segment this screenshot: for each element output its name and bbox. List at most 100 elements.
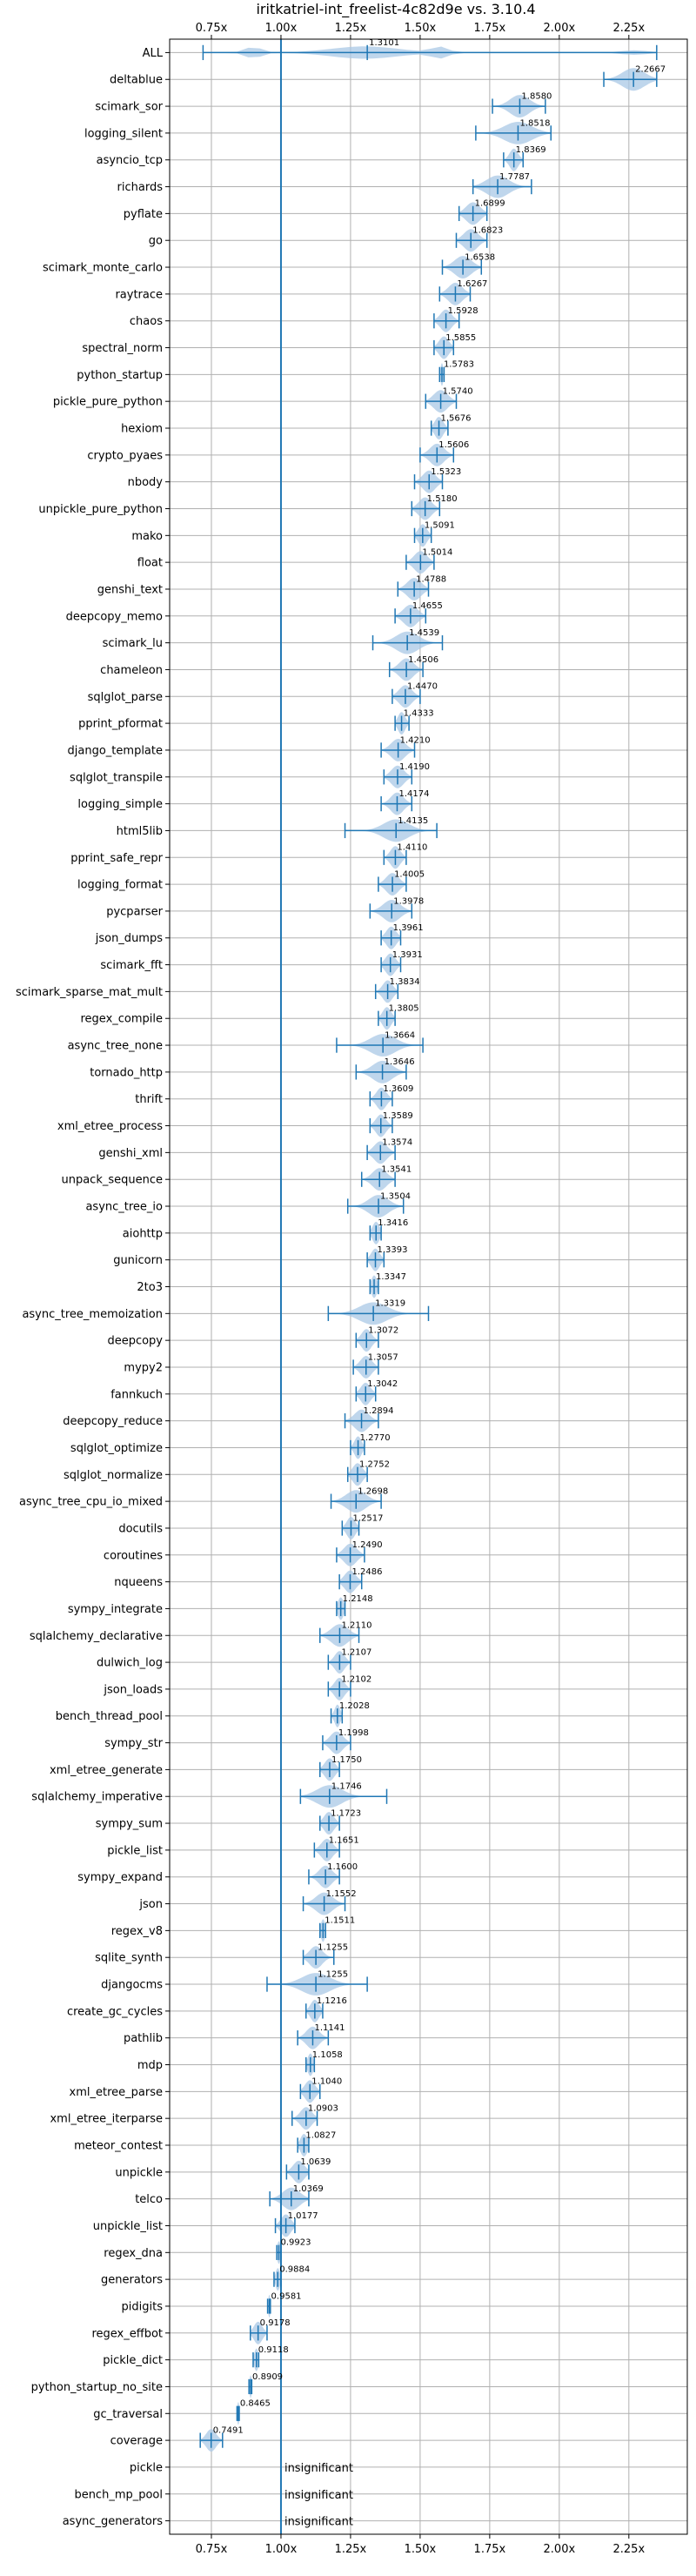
value-label: 1.2698 [358, 1486, 388, 1496]
value-label: 0.9178 [260, 2318, 291, 2328]
benchmark-label: scimark_monte_carlo [43, 262, 163, 275]
value-label: 1.2148 [343, 1594, 373, 1604]
value-label: 1.1511 [325, 1916, 355, 1926]
benchmark-label: telco [135, 2193, 163, 2206]
value-label: 1.3664 [385, 1030, 415, 1040]
benchmark-label: mypy2 [124, 1361, 163, 1374]
value-label: 1.1040 [311, 2077, 342, 2087]
benchmark-label: json_loads [103, 1683, 163, 1696]
benchmark-label: float [137, 557, 163, 570]
benchmark-label: nbody [128, 476, 164, 489]
value-label: 1.3609 [383, 1084, 413, 1094]
violin-layer [200, 46, 657, 2452]
benchmark-label: spectral_norm [82, 342, 163, 355]
benchmark-label: pathlib [124, 2032, 163, 2045]
benchmark-label: gc_traversal [93, 2408, 163, 2421]
insignificant-label: insignificant [284, 2489, 353, 2502]
benchmark-label: async_tree_io [85, 1201, 163, 1214]
benchmark-label: create_gc_cycles [67, 2005, 163, 2018]
value-label: 1.6538 [465, 252, 495, 262]
benchmark-label: go [149, 235, 163, 248]
benchmark-label: richards [117, 181, 164, 194]
benchmark-label: pprint_pformat [78, 718, 163, 731]
value-label: 1.2517 [352, 1513, 383, 1523]
value-label: 1.1750 [331, 1755, 362, 1765]
benchmark-label: sympy_str [104, 1737, 163, 1750]
value-label: 1.3961 [393, 923, 424, 933]
value-label: 1.3072 [368, 1326, 398, 1336]
benchmark-label: deepcopy_memo [66, 610, 163, 623]
value-label: 0.9581 [271, 2291, 302, 2301]
x-tick-label-top: 1.50x [405, 22, 437, 35]
value-label: 1.3347 [376, 1272, 406, 1282]
benchmark-label: aiohttp [123, 1227, 163, 1240]
value-label: 1.1216 [317, 1996, 347, 2006]
chart-title: iritkatriel-int_freelist-4c82d9e vs. 3.1… [256, 1, 535, 18]
benchmark-label: pickle_list [107, 1844, 163, 1857]
benchmark-label: async_tree_none [68, 1040, 163, 1053]
benchmark-label: sqlalchemy_declarative [30, 1630, 163, 1643]
value-label: 1.4788 [416, 574, 446, 584]
value-label: 1.3978 [393, 896, 424, 906]
benchmark-label: xml_etree_process [57, 1120, 163, 1133]
benchmark-label: tornado_http [90, 1066, 163, 1079]
x-tick-label-bottom: 2.25x [613, 2543, 646, 2556]
benchmark-label: regex_dna [104, 2247, 163, 2260]
benchmark-label: ALL [143, 47, 164, 60]
benchmark-label: mako [131, 530, 163, 543]
benchmark-label: sqlglot_parse [88, 691, 163, 704]
benchmark-label: pyflate [124, 208, 163, 221]
benchmark-label: crypto_pyaes [87, 449, 163, 462]
value-label: 1.5676 [441, 413, 472, 423]
value-label: 1.8369 [516, 145, 546, 155]
benchmark-label: 2to3 [137, 1281, 163, 1294]
x-tick-label-top: 1.25x [335, 22, 367, 35]
benchmark-label: regex_compile [80, 1013, 163, 1026]
benchmark-label: pprint_safe_repr [70, 852, 163, 865]
value-label: 1.4333 [404, 708, 434, 718]
value-label: 1.3646 [385, 1057, 415, 1067]
benchmark-label: bench_thread_pool [56, 1710, 163, 1723]
value-label: 1.2490 [352, 1540, 383, 1550]
value-label: 1.3504 [380, 1191, 411, 1201]
value-label: 1.0827 [305, 2130, 336, 2140]
value-label: 1.3416 [378, 1218, 408, 1228]
value-label: 1.2894 [364, 1406, 394, 1416]
benchmark-label: xml_etree_iterparse [50, 2113, 163, 2126]
x-tick-label-bottom: 1.50x [405, 2543, 437, 2556]
value-label: 1.2770 [360, 1433, 391, 1443]
benchmark-label: docutils [118, 1522, 163, 1535]
benchmark-label: raytrace [115, 288, 163, 301]
plot-frame [169, 38, 688, 2535]
benchmark-label: django_template [68, 744, 163, 757]
benchmark-label: json [138, 1898, 163, 1911]
value-label: 1.5091 [425, 521, 455, 531]
value-label-layer: 1.3101 2.2667 1.8580 1.8518 1.8369 1.7787 1.68… [213, 38, 666, 2529]
benchmark-label: pidigits [122, 2300, 164, 2313]
benchmark-label: json_dumps [95, 932, 163, 945]
benchmark-label: unpack_sequence [61, 1174, 163, 1187]
value-label: 1.3805 [389, 1004, 419, 1014]
benchmark-label: scimark_sor [95, 101, 163, 114]
value-label: 0.9923 [280, 2238, 311, 2248]
value-label: 1.1998 [338, 1728, 369, 1738]
x-tick-label-bottom: 2.00x [544, 2543, 576, 2556]
value-label: 1.5928 [448, 306, 478, 316]
value-label: 1.4174 [398, 789, 429, 799]
value-label: 1.3319 [375, 1299, 405, 1309]
insignificant-label: insignificant [284, 2462, 353, 2475]
benchmark-label: deepcopy [107, 1335, 163, 1348]
value-label: 1.3834 [390, 977, 420, 987]
benchmark-label: djangocms [101, 1979, 163, 1992]
benchmark-label: genshi_xml [98, 1147, 163, 1160]
value-label: 1.4506 [408, 655, 438, 665]
benchmark-label: pickle_dict [103, 2354, 163, 2367]
benchmark-label: fannkuch [110, 1388, 163, 1401]
benchmark-label: bench_mp_pool [74, 2488, 163, 2501]
value-label: 1.4110 [397, 843, 427, 853]
value-label: 1.1746 [331, 1782, 362, 1792]
x-tick-label-bottom: 1.75x [474, 2543, 506, 2556]
value-label: 0.8909 [252, 2372, 283, 2382]
benchmark-label: deepcopy_reduce [63, 1415, 163, 1428]
value-label: 1.3541 [381, 1165, 412, 1175]
